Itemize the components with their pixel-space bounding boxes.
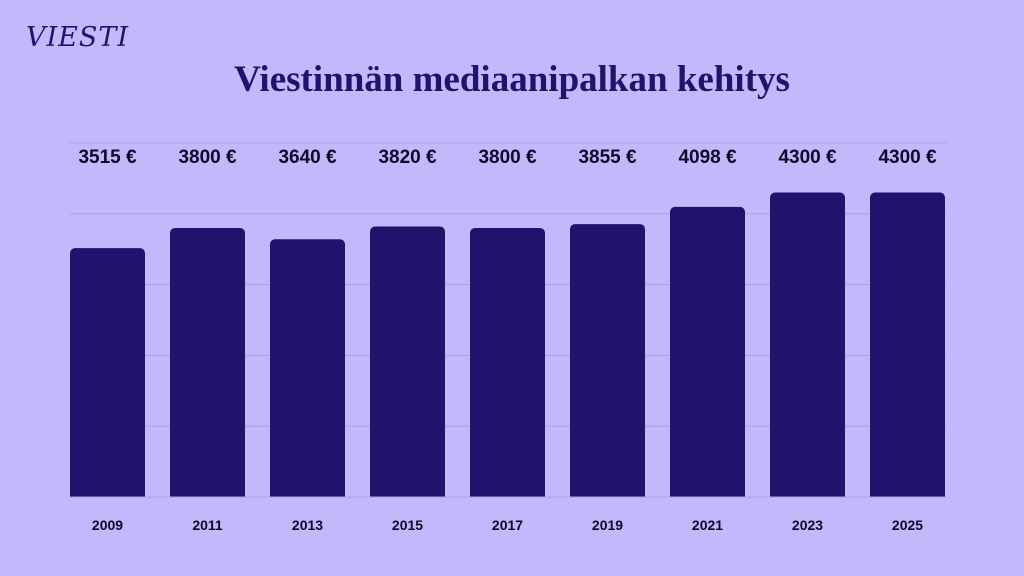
value-label-2013: 3640 € — [278, 147, 337, 168]
value-label-2021: 4098 € — [678, 147, 737, 168]
baseline-mask — [0, 497, 1024, 501]
bar-2017 — [470, 227, 545, 501]
value-label-2023: 4300 € — [778, 147, 837, 168]
year-label-2013: 2013 — [292, 517, 323, 533]
year-label-2025: 2025 — [892, 517, 923, 533]
year-label-2011: 2011 — [192, 517, 223, 533]
year-label-2015: 2015 — [392, 517, 423, 533]
value-label-2015: 3820 € — [378, 147, 437, 168]
chart-title: Viestinnän mediaanipalkan kehitys — [234, 59, 790, 100]
viesti-logo: VIESTI — [26, 22, 130, 53]
year-label-2017: 2017 — [492, 517, 523, 533]
bar-2025 — [870, 192, 945, 501]
year-label-2021: 2021 — [692, 517, 723, 533]
bar-2013 — [270, 239, 345, 501]
year-label-2019: 2019 — [592, 517, 623, 533]
bar-2023 — [770, 192, 845, 501]
value-label-2025: 4300 € — [878, 147, 937, 168]
year-label-2009: 2009 — [92, 517, 123, 533]
value-label-2011: 3800 € — [178, 147, 237, 168]
value-label-2017: 3800 € — [478, 147, 537, 168]
bar-2019 — [570, 224, 645, 502]
bar-2021 — [670, 206, 745, 501]
value-label-2019: 3855 € — [578, 147, 637, 168]
value-label-2009: 3515 € — [78, 147, 137, 168]
bar-2011 — [170, 227, 245, 501]
bar-2009 — [70, 248, 145, 501]
year-label-2023: 2023 — [792, 517, 823, 533]
bar-2015 — [370, 226, 445, 501]
